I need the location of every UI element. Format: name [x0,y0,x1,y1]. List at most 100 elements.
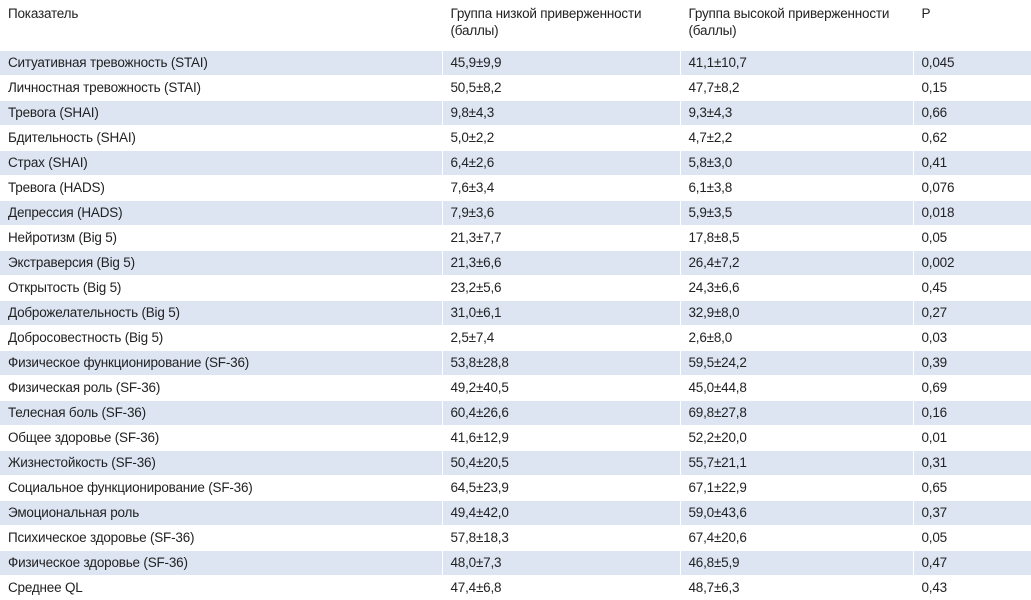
indicator-cell: Физическое здоровье (SF-36) [0,551,442,576]
indicator-cell: Бдительность (SHAI) [0,126,442,151]
p-value-cell: 0,65 [913,476,1031,501]
low-adherence-cell: 9,8±4,3 [442,101,680,126]
high-adherence-cell: 46,8±5,9 [680,551,913,576]
table-row: Социальное функционирование (SF-36)64,5±… [0,476,1031,501]
p-value-cell: 0,16 [913,401,1031,426]
p-value-cell: 0,076 [913,176,1031,201]
high-adherence-cell: 47,7±8,2 [680,76,913,101]
table-row: Физическое функционирование (SF-36)53,8±… [0,351,1031,376]
header-high-adherence: Группа высокой приверженности (баллы) [680,0,913,51]
p-value-cell: 0,15 [913,76,1031,101]
p-value-cell: 0,31 [913,451,1031,476]
indicator-cell: Открытость (Big 5) [0,276,442,301]
p-value-cell: 0,045 [913,51,1031,76]
indicator-cell: Доброжелательность (Big 5) [0,301,442,326]
indicator-cell: Психическое здоровье (SF-36) [0,526,442,551]
indicator-cell: Экстраверсия (Big 5) [0,251,442,276]
low-adherence-cell: 7,9±3,6 [442,201,680,226]
p-value-cell: 0,01 [913,426,1031,451]
p-value-cell: 0,03 [913,326,1031,351]
high-adherence-cell: 5,8±3,0 [680,151,913,176]
low-adherence-cell: 48,0±7,3 [442,551,680,576]
high-adherence-cell: 4,7±2,2 [680,126,913,151]
indicator-cell: Физическая роль (SF-36) [0,376,442,401]
high-adherence-cell: 24,3±6,6 [680,276,913,301]
high-adherence-cell: 17,8±8,5 [680,226,913,251]
low-adherence-cell: 49,4±42,0 [442,501,680,526]
p-value-cell: 0,62 [913,126,1031,151]
p-value-cell: 0,69 [913,376,1031,401]
high-adherence-cell: 45,0±44,8 [680,376,913,401]
high-adherence-cell: 67,4±20,6 [680,526,913,551]
p-value-cell: 0,37 [913,501,1031,526]
low-adherence-cell: 47,4±6,8 [442,576,680,600]
indicator-cell: Эмоциональная роль [0,501,442,526]
high-adherence-cell: 48,7±6,3 [680,576,913,600]
indicator-cell: Нейротизм (Big 5) [0,226,442,251]
indicator-cell: Ситуативная тревожность (STAI) [0,51,442,76]
low-adherence-cell: 2,5±7,4 [442,326,680,351]
p-value-cell: 0,018 [913,201,1031,226]
high-adherence-cell: 41,1±10,7 [680,51,913,76]
high-adherence-cell: 69,8±27,8 [680,401,913,426]
low-adherence-cell: 64,5±23,9 [442,476,680,501]
high-adherence-cell: 67,1±22,9 [680,476,913,501]
indicator-cell: Общее здоровье (SF-36) [0,426,442,451]
indicator-cell: Тревога (HADS) [0,176,442,201]
indicator-cell: Жизнестойкость (SF-36) [0,451,442,476]
indicator-cell: Добросовестность (Big 5) [0,326,442,351]
p-value-cell: 0,43 [913,576,1031,600]
low-adherence-cell: 6,4±2,6 [442,151,680,176]
p-value-cell: 0,41 [913,151,1031,176]
header-low-adherence: Группа низкой приверженности (баллы) [442,0,680,51]
high-adherence-cell: 59,5±24,2 [680,351,913,376]
p-value-cell: 0,05 [913,226,1031,251]
p-value-cell: 0,27 [913,301,1031,326]
indicator-cell: Телесная боль (SF-36) [0,401,442,426]
high-adherence-cell: 5,9±3,5 [680,201,913,226]
high-adherence-cell: 2,6±8,0 [680,326,913,351]
high-adherence-cell: 6,1±3,8 [680,176,913,201]
high-adherence-cell: 55,7±21,1 [680,451,913,476]
indicator-cell: Страх (SHAI) [0,151,442,176]
low-adherence-cell: 60,4±26,6 [442,401,680,426]
low-adherence-cell: 57,8±18,3 [442,526,680,551]
low-adherence-cell: 5,0±2,2 [442,126,680,151]
low-adherence-cell: 21,3±7,7 [442,226,680,251]
indicator-cell: Тревога (SHAI) [0,101,442,126]
p-value-cell: 0,45 [913,276,1031,301]
header-indicator: Показатель [0,0,442,51]
high-adherence-cell: 26,4±7,2 [680,251,913,276]
indicator-cell: Социальное функционирование (SF-36) [0,476,442,501]
low-adherence-cell: 31,0±6,1 [442,301,680,326]
low-adherence-cell: 23,2±5,6 [442,276,680,301]
p-value-cell: 0,05 [913,526,1031,551]
header-row: Показатель Группа низкой приверженности … [0,0,1031,51]
low-adherence-cell: 21,3±6,6 [442,251,680,276]
low-adherence-cell: 45,9±9,9 [442,51,680,76]
high-adherence-cell: 52,2±20,0 [680,426,913,451]
indicator-cell: Личностная тревожность (STAI) [0,76,442,101]
header-p-value: P [913,0,1031,51]
high-adherence-cell: 59,0±43,6 [680,501,913,526]
p-value-cell: 0,47 [913,551,1031,576]
